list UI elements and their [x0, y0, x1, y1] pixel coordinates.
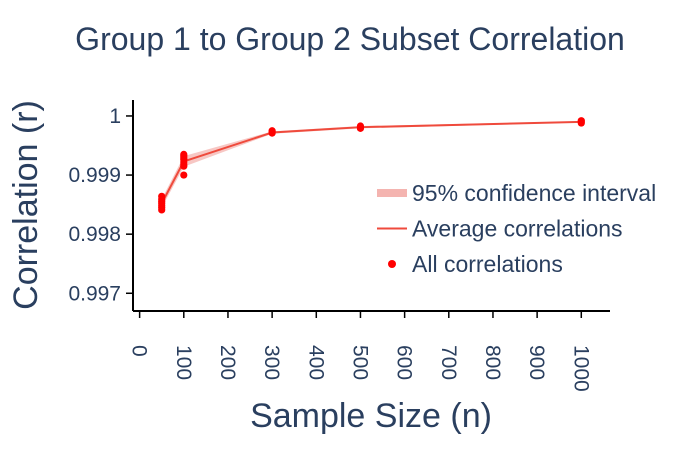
points-layer [158, 117, 585, 214]
x-tick-label: 900 [525, 345, 548, 380]
correlation-point [180, 171, 188, 179]
x-tick-label: 1000 [569, 345, 592, 392]
legend-label: 95% confidence interval [412, 180, 656, 206]
x-tick-label: 700 [437, 345, 460, 380]
legend: 95% confidence interval Average correlati… [377, 180, 656, 277]
chart-title: Group 1 to Group 2 Subset Correlation [75, 21, 625, 57]
correlation-point [356, 124, 365, 132]
legend-label: Average correlations [412, 216, 623, 242]
x-tick-label: 200 [216, 345, 239, 380]
y-tick-label: 1 [109, 105, 121, 128]
x-axis-ticks: 0 100 200 300 400 500 600 700 800 900 1000 [128, 311, 592, 392]
y-tick-label: 0.998 [68, 223, 121, 246]
x-axis-title: Sample Size (n) [250, 397, 492, 435]
legend-dot-swatch [388, 260, 396, 268]
correlation-point [158, 206, 166, 214]
x-tick-label: 500 [348, 345, 371, 380]
correlation-point [268, 129, 276, 137]
plot-area [158, 117, 585, 214]
correlation-point [180, 162, 188, 170]
legend-label: All correlations [412, 251, 563, 277]
x-tick-label: 800 [481, 345, 504, 380]
y-axis-title: Correlation (r) [7, 100, 45, 310]
x-tick-label: 400 [304, 345, 327, 380]
x-tick-label: 100 [172, 345, 195, 380]
correlation-point [577, 119, 585, 127]
x-tick-label: 300 [260, 345, 283, 380]
y-tick-label: 0.997 [68, 282, 121, 305]
legend-band-swatch [377, 189, 407, 197]
x-tick-label: 600 [393, 345, 416, 380]
x-tick-label: 0 [128, 345, 151, 357]
y-axis-ticks: 0.997 0.998 0.999 1 [68, 105, 133, 305]
y-tick-label: 0.999 [68, 164, 121, 187]
